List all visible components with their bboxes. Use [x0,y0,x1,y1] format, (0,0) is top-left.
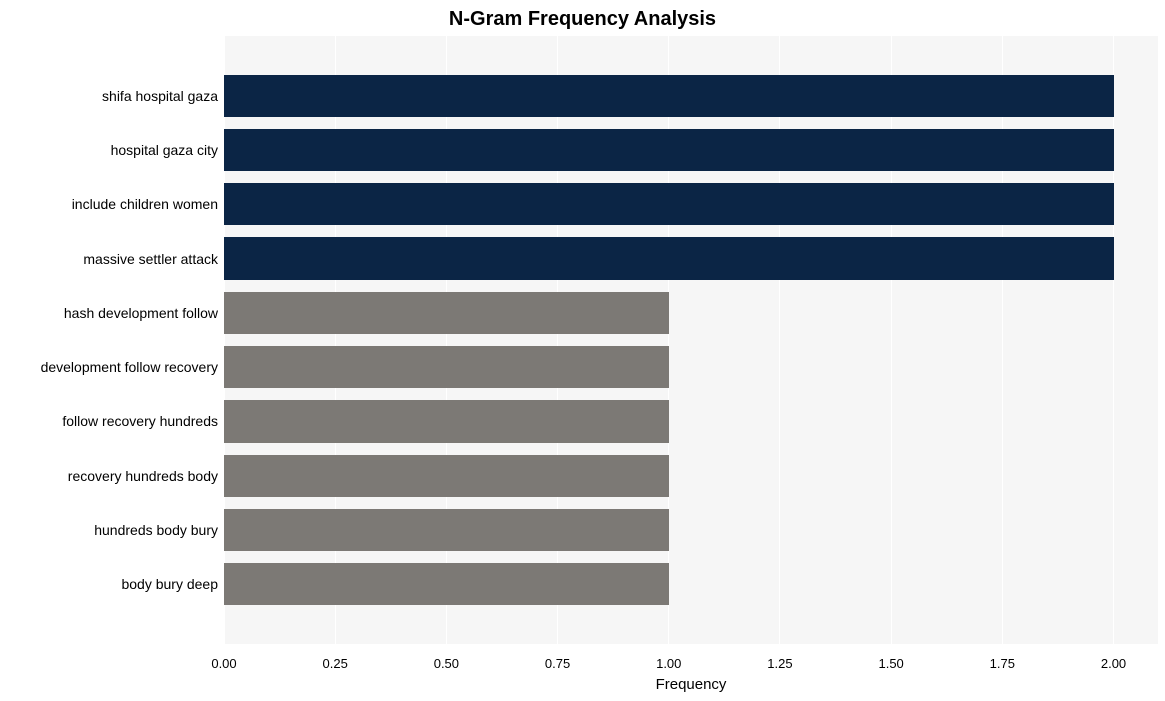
y-axis-labels: shifa hospital gaza hospital gaza city inc… [0,36,218,644]
bar [224,183,1114,225]
y-tick-label: hash development follow [64,305,218,321]
x-axis-title: Frequency [224,676,1158,693]
y-tick-label: shifa hospital gaza [102,88,218,104]
x-tick-label: 2.00 [1101,656,1126,671]
bar [224,129,1114,171]
y-tick-label: include children women [72,196,218,212]
bar-row [224,292,1158,334]
x-tick-label: 1.25 [767,656,792,671]
bar-row [224,509,1158,551]
bar-row [224,129,1158,171]
x-axis-ticks: 0.000.250.500.751.001.251.501.752.00 [224,656,1158,676]
bar [224,346,669,388]
bar [224,237,1114,279]
bar-row [224,237,1158,279]
x-tick-label: 0.25 [323,656,348,671]
bar-row [224,400,1158,442]
y-tick-label: hospital gaza city [111,142,218,158]
bar [224,292,669,334]
y-tick-label: body bury deep [121,576,218,592]
bar-row [224,563,1158,605]
y-tick-label: development follow recovery [41,359,218,375]
x-tick-label: 0.50 [434,656,459,671]
plot-area [224,36,1158,644]
x-tick-label: 0.00 [211,656,236,671]
x-tick-label: 1.00 [656,656,681,671]
y-tick-label: recovery hundreds body [68,468,218,484]
y-tick-label: massive settler attack [83,251,218,267]
x-tick-label: 0.75 [545,656,570,671]
bar-row [224,183,1158,225]
ngram-frequency-chart: N-Gram Frequency Analysis shifa hospital… [0,0,1165,701]
x-tick-label: 1.75 [990,656,1015,671]
chart-title: N-Gram Frequency Analysis [0,8,1165,31]
bar [224,400,669,442]
bar-row [224,346,1158,388]
bar [224,75,1114,117]
bar-row [224,455,1158,497]
y-tick-label: hundreds body bury [94,522,218,538]
y-tick-label: follow recovery hundreds [62,413,218,429]
x-tick-label: 1.50 [878,656,903,671]
bar [224,509,669,551]
bar [224,455,669,497]
bars-layer [224,36,1158,644]
bar [224,563,669,605]
bar-row [224,75,1158,117]
